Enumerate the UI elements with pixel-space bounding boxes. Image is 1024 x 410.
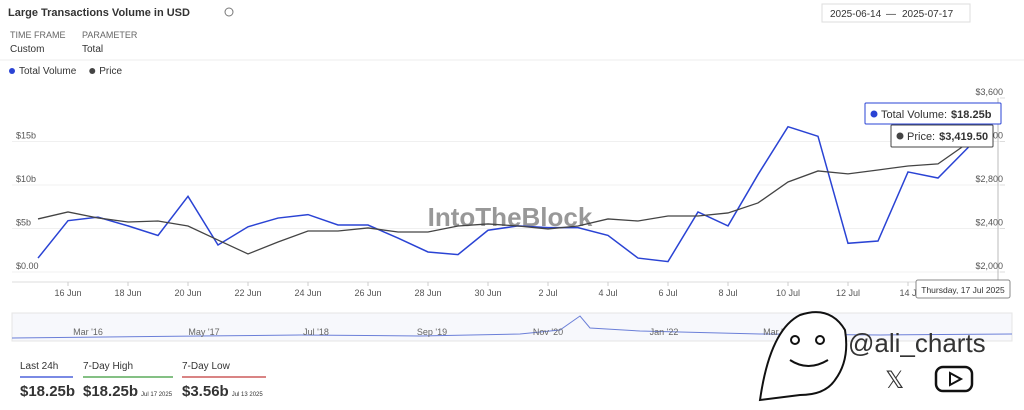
youtube-icon[interactable]	[934, 365, 974, 393]
date-from: 2025-06-14	[830, 9, 882, 20]
x-tick-label: 12 Jul	[836, 288, 860, 298]
stat-value: $18.25b	[83, 383, 138, 400]
navigator-label: Mar '23	[763, 327, 793, 337]
x-tick-label: 4 Jul	[598, 288, 617, 298]
youtube-play	[949, 371, 964, 387]
x-tick-label: 16 Jun	[54, 288, 81, 298]
stat-value: $18.25b	[20, 383, 75, 400]
y2-tick-label: $3,600	[975, 87, 1003, 97]
y2-tick-label: $2,800	[975, 174, 1003, 184]
legend-dot	[9, 68, 15, 74]
stat-date: Jul 17 2025	[141, 392, 173, 398]
parameter[interactable]: Total	[82, 44, 103, 55]
handle: @ali_charts	[848, 328, 986, 358]
timeframe[interactable]: Custom	[10, 44, 44, 55]
y-tick-label: $15b	[16, 131, 36, 141]
legend-label: Price	[99, 66, 122, 77]
y-tick-label: $0.00	[16, 261, 39, 271]
navigator-label: Sep '19	[417, 327, 447, 337]
tooltip-label: Total Volume:	[881, 109, 947, 121]
stat-date: Jul 13 2025	[232, 392, 264, 398]
x-tick-label: 18 Jun	[114, 288, 141, 298]
x-tick-label: 8 Jul	[718, 288, 737, 298]
tooltip-volume	[864, 102, 1002, 125]
tooltip-value: $3,419.50	[939, 131, 988, 143]
tooltip-dot	[896, 132, 904, 140]
navigator-label: May '17	[188, 327, 219, 337]
tooltip-price	[890, 124, 994, 148]
x-tick-label: 20 Jun	[174, 288, 201, 298]
stat-value: $3.56b	[182, 383, 229, 400]
x-tick-label: 6 Jul	[658, 288, 677, 298]
x-tick-label: 28 Jun	[414, 288, 441, 298]
x-tick-label: 30 Jun	[474, 288, 501, 298]
date-separator: —	[886, 9, 896, 20]
tooltip-date-box	[915, 279, 1011, 299]
parameter-label: PARAMETER	[82, 30, 138, 40]
y-tick-label: $10b	[16, 174, 36, 184]
navigator-label: Jul '18	[303, 327, 329, 337]
date-range[interactable]	[821, 3, 971, 23]
series-line	[37, 112, 999, 263]
x-tick-label: 26 Jun	[354, 288, 381, 298]
navigator-label: Nov '20	[533, 327, 563, 337]
tooltip-label: Price:	[907, 131, 935, 143]
tooltip-value: $18.25b	[951, 109, 992, 121]
timeframe-label: TIME FRAME	[10, 30, 66, 40]
legend-dot	[89, 68, 96, 74]
x-icon[interactable]: 𝕏	[885, 367, 904, 394]
y2-tick-label: $2,400	[975, 218, 1003, 228]
tooltip-dot	[870, 110, 878, 118]
legend-label: Total Volume	[19, 66, 77, 77]
avatar	[758, 311, 848, 402]
y-tick-label: $5b	[16, 218, 31, 228]
date-to: 2025-07-17	[902, 9, 954, 20]
series-line	[37, 117, 999, 255]
x-tick-label: 14 J	[899, 288, 916, 298]
x-tick-label: 2 Jul	[538, 288, 557, 298]
tooltip-date: Thursday, 17 Jul 2025	[921, 285, 1005, 295]
navigator-label: Mar '16	[73, 327, 103, 337]
stat-label: 7-Day High	[83, 361, 133, 372]
stat-label: 7-Day Low	[182, 361, 231, 372]
title: Large Transactions Volume in USD	[8, 7, 190, 19]
y2-tick-label: $2,000	[975, 261, 1003, 271]
x-tick-label: 24 Jun	[294, 288, 321, 298]
help-icon[interactable]	[224, 7, 234, 17]
x-tick-label: 10 Jul	[776, 288, 800, 298]
navigator-label: Jan '22	[650, 327, 679, 337]
x-tick-label: 22 Jun	[234, 288, 261, 298]
stat-label: Last 24h	[20, 361, 58, 372]
